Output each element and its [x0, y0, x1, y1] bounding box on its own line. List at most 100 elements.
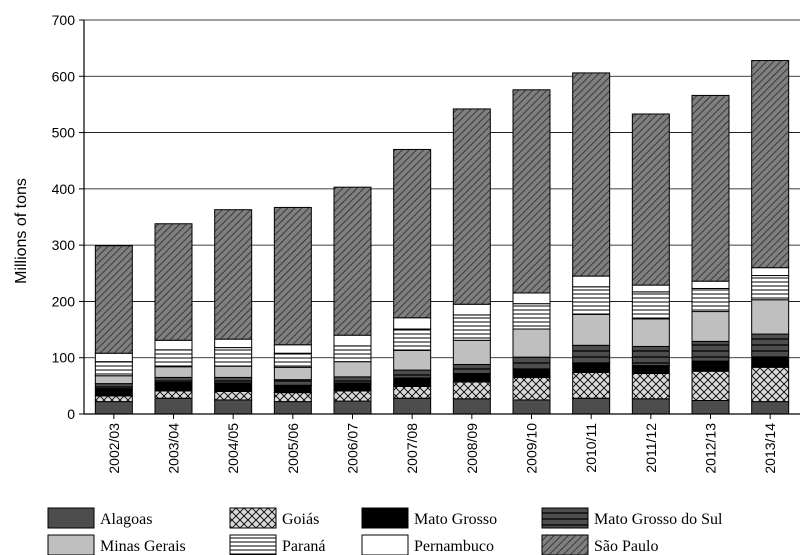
bar-stack [751, 60, 790, 415]
bar-segment [751, 275, 790, 301]
bar-segment [512, 399, 551, 415]
bar-stack [214, 209, 253, 415]
legend-item: São Paulo [541, 534, 658, 555]
legend-swatch [47, 507, 95, 529]
legend-item: Paraná [229, 534, 326, 555]
bar-segment [393, 397, 432, 415]
bar-segment [94, 388, 133, 397]
bar-stack [154, 223, 193, 415]
bar-stack [333, 186, 372, 415]
bar-segment [452, 108, 491, 305]
bar-segment [214, 338, 253, 349]
bar-segment [94, 401, 133, 415]
bar-segment [691, 399, 730, 415]
x-tick-label: 2003/04 [166, 423, 182, 474]
y-tick-label: 400 [52, 181, 76, 197]
bar-segment [631, 318, 670, 347]
y-tick-label: 500 [52, 125, 76, 141]
bar-stack [452, 108, 491, 415]
bar-segment [631, 345, 670, 367]
legend-swatch [229, 507, 277, 529]
bar-segment [572, 286, 611, 315]
bar-stack [691, 94, 730, 415]
bar-segment [393, 349, 432, 371]
y-tick-label: 600 [52, 68, 76, 84]
bar-segment [333, 361, 372, 378]
bar-segment [273, 352, 312, 368]
bar-segment [214, 376, 253, 384]
bar-segment [333, 390, 372, 402]
bar-segment [333, 376, 372, 384]
legend-label: Mato Grosso [414, 511, 497, 528]
bar-segment [214, 347, 253, 367]
bar-segment [512, 328, 551, 358]
bar-segment [452, 372, 491, 383]
bar-segment [751, 267, 790, 277]
y-axis-title: Millions of tons [13, 178, 30, 284]
bar-segment [751, 333, 790, 359]
y-tick-label: 100 [52, 350, 76, 366]
bar-segment [214, 382, 253, 392]
legend-label: Paraná [282, 538, 326, 555]
legend-item: Mato Grosso do Sul [541, 507, 723, 529]
bar-segment [512, 292, 551, 305]
bar-segment [94, 245, 133, 354]
bar-segment [512, 376, 551, 401]
gridlines [84, 19, 800, 359]
bar-segment [214, 399, 253, 415]
bar-segment [154, 366, 193, 378]
bar-segment [631, 372, 670, 400]
bar-segment [154, 223, 193, 341]
bar-segment [512, 356, 551, 371]
bar-stack [572, 72, 611, 415]
legend-item: Alagoas [47, 507, 152, 529]
bar-stack [393, 148, 432, 415]
bar-segment [333, 345, 372, 363]
bar-segment [452, 363, 491, 374]
bar-segment [631, 398, 670, 415]
bar-segment [572, 313, 611, 346]
legend-label: Alagoas [100, 511, 152, 528]
bar-segment [94, 361, 133, 377]
bar-segment [94, 352, 133, 363]
bar-segment [572, 72, 611, 277]
legend-label: Mato Grosso do Sul [594, 511, 723, 528]
legend-item: Minas Gerais [47, 534, 186, 555]
bar-segment [691, 287, 730, 313]
x-tick-label: 2009/10 [524, 423, 540, 474]
bar-segment [273, 401, 312, 415]
bar-segment [751, 401, 790, 415]
bar-segment [214, 209, 253, 340]
legend-swatch [541, 507, 589, 529]
bar-segment [273, 344, 312, 354]
bar-segment [631, 365, 670, 374]
legend-item: Goiás [229, 507, 319, 529]
bar-segment [154, 397, 193, 415]
bar-segment [751, 299, 790, 335]
bar-segment [691, 370, 730, 401]
bar-stack [512, 89, 551, 415]
x-tick-label: 2002/03 [106, 423, 122, 474]
legend-item: Pernambuco [361, 534, 494, 555]
x-tick-label: 2010/11 [583, 423, 599, 473]
y-tick-label: 300 [52, 237, 76, 253]
bar-segment [751, 357, 790, 368]
y-tick-label: 0 [67, 406, 75, 422]
x-tick-label: 2007/08 [404, 423, 420, 474]
x-tick-labels: 2002/03 2003/04 2004/05 2005/06 2006/07 2007/… [106, 423, 778, 474]
bar-segment [691, 280, 730, 289]
x-tick-label: 2012/13 [703, 423, 719, 474]
bar-segment [572, 275, 611, 288]
bar-segment [751, 60, 790, 269]
bar-segment [393, 317, 432, 330]
bars [94, 60, 790, 415]
x-tick-label: 2008/09 [464, 423, 480, 474]
bar-segment [333, 334, 372, 347]
bar-stack [94, 245, 133, 415]
bar-segment [393, 328, 432, 351]
y-tick-labels: 0 100 200 300 400 500 600 700 [52, 12, 76, 422]
bar-segment [572, 371, 611, 399]
legend-swatch [541, 534, 589, 555]
bar-segment [512, 89, 551, 294]
